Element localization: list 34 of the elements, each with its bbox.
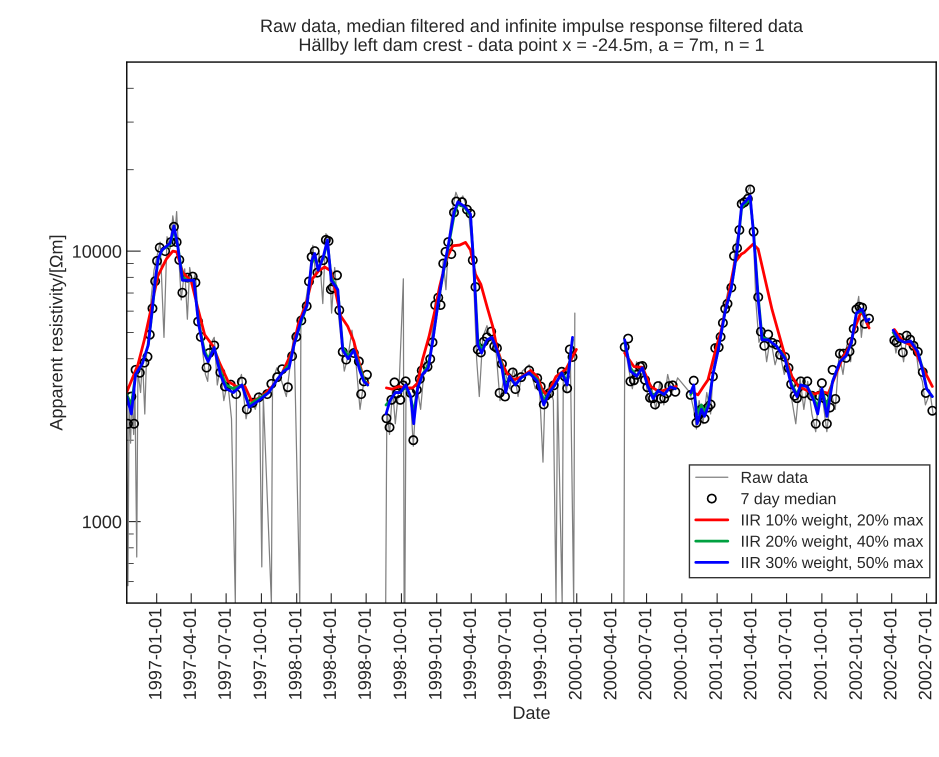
x-tick-label: 2002-01-01 xyxy=(849,608,862,700)
x-tick-label: 2000-04-01 xyxy=(604,608,616,700)
x-tick-label: 1997-01-01 xyxy=(148,608,162,699)
x-tick-label: 1998-10-01 xyxy=(393,608,406,699)
x-tick-label: 2002-07-01 xyxy=(918,608,932,700)
x-tick-label: 2001-07-01 xyxy=(778,608,792,700)
x-tick-label: 1998-04-01 xyxy=(323,608,336,699)
legend-label: IIR 30% weight, 50% max xyxy=(742,556,924,572)
y-tick-label: 1000 xyxy=(83,516,122,528)
y-axis-title: Apparent resistivity/[Ωm] xyxy=(49,236,66,431)
chart-subtitle: Hällby left dam crest - data point x = -24.5m, a = 7m, n = 1 xyxy=(300,38,764,55)
legend-label: IIR 20% weight, 40% max xyxy=(742,535,924,550)
x-tick-label: 1998-01-01 xyxy=(288,608,302,699)
x-tick-label: 1997-07-01 xyxy=(218,608,231,699)
x-tick-label: 1998-07-01 xyxy=(358,608,371,699)
x-tick-label: 2002-04-01 xyxy=(884,608,897,700)
x-tick-label: 2000-07-01 xyxy=(638,608,652,700)
legend-label: IIR 10% weight, 20% max xyxy=(742,514,924,529)
x-tick-label: 2000-10-01 xyxy=(674,608,687,700)
x-tick-label: 2000-01-01 xyxy=(568,608,582,700)
x-tick-label: 2001-10-01 xyxy=(814,608,827,700)
x-tick-label: 1999-07-01 xyxy=(498,608,511,699)
x-tick-label: 1999-01-01 xyxy=(428,608,442,699)
x-tick-label: 1999-04-01 xyxy=(463,608,476,699)
legend-label: Raw data xyxy=(742,471,808,484)
x-tick-label: 1997-04-01 xyxy=(183,608,196,699)
x-axis-title: Date xyxy=(514,706,550,720)
x-tick-label: 2001-04-01 xyxy=(744,608,757,700)
x-tick-label: 1997-10-01 xyxy=(253,608,266,699)
x-tick-label: 1999-10-01 xyxy=(534,608,546,699)
x-tick-label: 2001-01-01 xyxy=(709,608,722,700)
legend-label: 7 day median xyxy=(741,492,836,508)
y-tick-label: 10000 xyxy=(73,245,122,258)
chart-title: Raw data, median filtered and infinite impulse response filtered data xyxy=(261,18,803,36)
